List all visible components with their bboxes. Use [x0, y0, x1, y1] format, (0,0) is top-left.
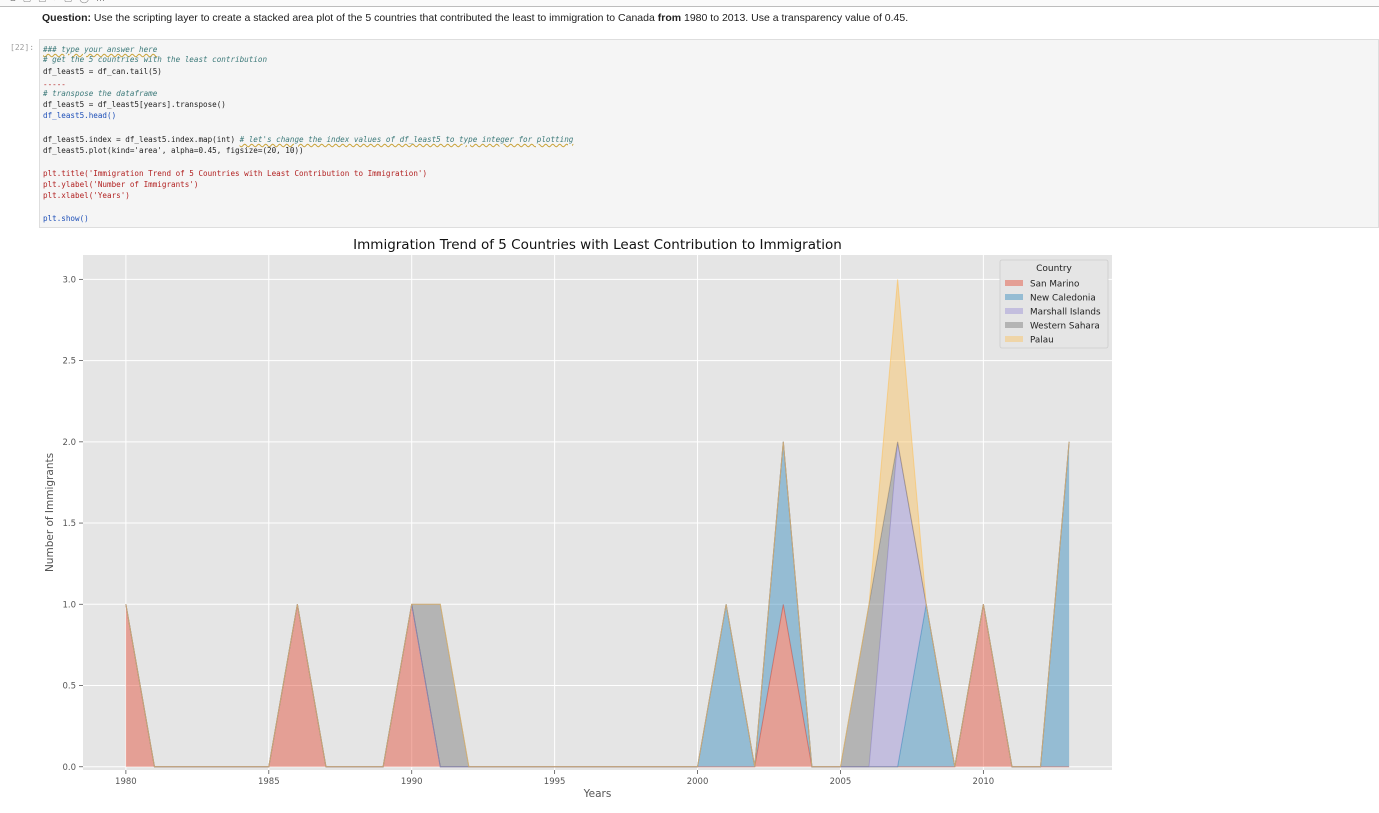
- y-tick-label: 1.0: [62, 600, 76, 610]
- code-line: plt.title('Immigration Trend of 5 Countr…: [43, 169, 428, 178]
- code-line: df_least5.head(): [43, 111, 117, 120]
- code-line: df_least5.plot(kind='area', alpha=0.45, …: [43, 146, 304, 155]
- legend-label: Palau: [1030, 336, 1054, 346]
- legend-label: San Marino: [1030, 280, 1079, 290]
- code-line: ### type your answer here: [43, 45, 158, 54]
- code-line: plt.ylabel('Number of Immigrants'): [43, 180, 199, 189]
- x-tick-label: 1995: [544, 777, 566, 787]
- y-axis-label: Number of Immigrants: [44, 453, 56, 572]
- question-part1: Use the scripting layer to create a stac…: [91, 12, 658, 24]
- cell-prompt: [22]:: [10, 43, 35, 52]
- code-line: df_least5 = df_can.tail(5): [43, 67, 162, 76]
- code-comment: # let's change the index values of df_le…: [239, 135, 574, 144]
- code-text: df_least5.index = df_least5.index.map(in…: [43, 135, 240, 144]
- x-tick-label: 1990: [401, 777, 423, 787]
- notebook-toolbar: ⌂ ▢ ▢ › ▢ ◯ …: [0, 0, 1379, 7]
- y-tick-label: 0.5: [62, 682, 76, 692]
- legend-items: San Marino New Caledonia Marshall Islands W…: [1005, 280, 1101, 346]
- legend-swatch: [1005, 308, 1023, 314]
- question-part2: 1980 to 2013. Use a transparency value o…: [681, 12, 909, 24]
- x-tick-label: 1980: [115, 777, 137, 787]
- x-tick-label: 1985: [258, 777, 280, 787]
- legend-label: Marshall Islands: [1030, 308, 1101, 318]
- question-bold-word: from: [657, 12, 682, 24]
- y-axis-ticks: 0.0 0.5 1.0 1.5 2.0 2.5 3.0: [62, 275, 83, 773]
- y-tick-label: 2.0: [62, 438, 76, 448]
- y-tick-label: 2.5: [62, 357, 76, 367]
- legend-swatch: [1005, 294, 1023, 300]
- x-axis-ticks: 1980 1985 1990 1995 2000 2005 2010: [115, 770, 994, 787]
- legend-swatch: [1005, 322, 1023, 328]
- legend-label: Western Sahara: [1030, 322, 1100, 332]
- code-line: -----: [43, 80, 66, 89]
- legend-swatch: [1005, 280, 1023, 286]
- y-tick-label: 1.5: [62, 519, 76, 529]
- code-line: # get the 5 countries with the least con…: [43, 55, 268, 64]
- line-palau: [125, 279, 1070, 768]
- code-line: plt.xlabel('Years'): [43, 191, 130, 200]
- code-line: df_least5.index = df_least5.index.map(in…: [43, 135, 573, 144]
- code-line: # transpose the dataframe: [43, 89, 158, 98]
- legend: Country San Marino New Caledonia Marshall …: [999, 259, 1109, 349]
- grid-lines: [83, 255, 1112, 770]
- question-label: Question:: [42, 12, 91, 24]
- series-areas: [125, 279, 1070, 768]
- x-axis-label: Years: [583, 788, 612, 800]
- chart-title: Immigration Trend of 5 Countries with Le…: [353, 237, 842, 253]
- legend-box: [999, 259, 1109, 349]
- code-line: df_least5 = df_least5[years].transpose(): [43, 100, 226, 109]
- toolbar-icons: ⌂ ▢ ▢ › ▢ ◯ …: [10, 0, 107, 4]
- legend-title: Country: [1036, 264, 1072, 274]
- code-cell[interactable]: ### type your answer here # get the 5 co…: [39, 39, 1379, 228]
- y-tick-label: 3.0: [62, 275, 76, 285]
- question-text: Question: Use the scripting layer to cre…: [42, 12, 1372, 24]
- x-tick-label: 2010: [973, 777, 995, 787]
- cell-output: Immigration Trend of 5 Countries with Le…: [39, 232, 1379, 809]
- x-tick-label: 2000: [687, 777, 709, 787]
- x-tick-label: 2005: [830, 777, 852, 787]
- area-western-sahara: [125, 441, 1070, 767]
- area-san-marino: [125, 604, 1070, 767]
- code-line: plt.show(): [43, 214, 89, 223]
- legend-swatch: [1005, 336, 1023, 342]
- y-tick-label: 0.0: [62, 763, 76, 773]
- legend-label: New Caledonia: [1030, 294, 1096, 304]
- plot-area: [83, 255, 1112, 770]
- stacked-area-chart: Immigration Trend of 5 Countries with Le…: [44, 237, 1112, 800]
- area-palau: [125, 279, 1070, 767]
